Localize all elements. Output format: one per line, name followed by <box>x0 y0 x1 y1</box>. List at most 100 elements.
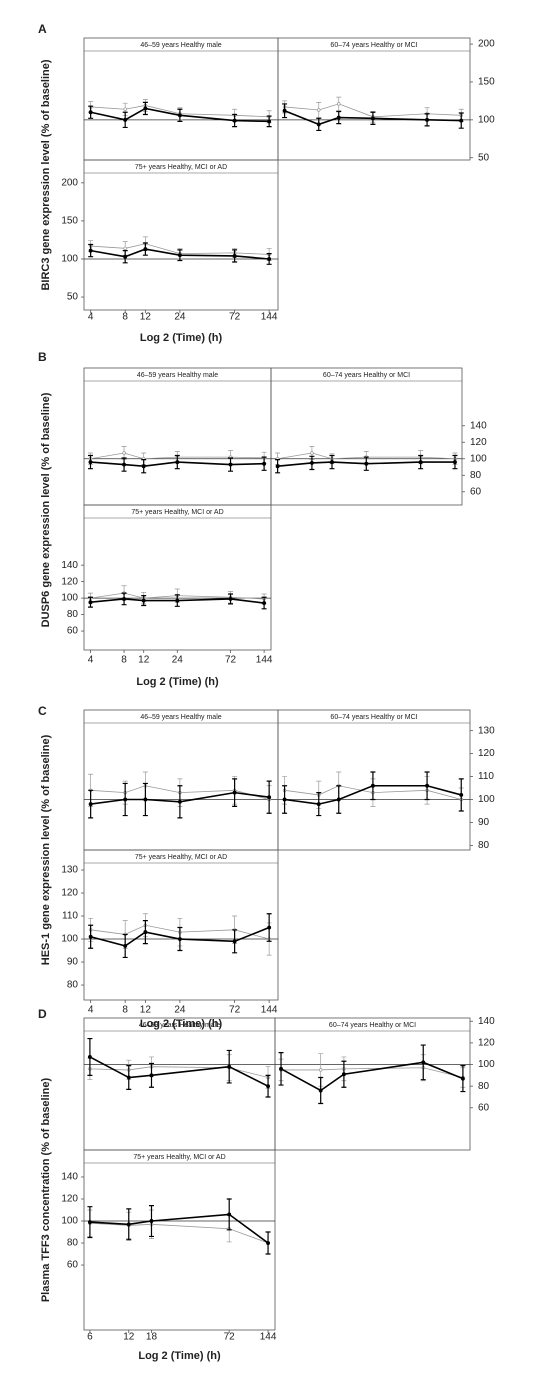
series-line <box>89 1056 269 1087</box>
y-tick-label: 120 <box>478 1038 495 1049</box>
data-point <box>175 460 180 465</box>
x-axis-label: Log 2 (Time) (h) <box>140 332 223 344</box>
data-point <box>88 460 93 465</box>
x-axis-label: Log 2 (Time) (h) <box>140 1018 223 1030</box>
panel-frame <box>83 709 279 851</box>
series-line <box>284 784 462 805</box>
data-point <box>87 1055 92 1059</box>
x-tick-label: 72 <box>225 655 237 666</box>
data-point <box>177 253 182 258</box>
panel-letter: C <box>38 704 47 718</box>
series-line <box>90 924 270 940</box>
panel-frame <box>274 1017 471 1151</box>
y-tick-label: 150 <box>61 216 78 227</box>
data-point <box>232 939 237 944</box>
x-tick-label: 8 <box>121 655 127 666</box>
series-line <box>281 1067 464 1078</box>
data-point <box>232 253 237 258</box>
x-tick-label: 72 <box>224 1332 236 1343</box>
data-point <box>123 943 128 948</box>
x-tick-label: 8 <box>122 1005 128 1016</box>
x-tick-label: 144 <box>256 655 273 666</box>
y-tick-label: 80 <box>478 1081 490 1092</box>
x-tick-label: 144 <box>260 1332 277 1343</box>
data-point <box>123 117 128 122</box>
data-point <box>425 783 430 788</box>
panel-title: 46–59 years Healthy male <box>139 1022 220 1029</box>
data-point <box>126 1222 131 1227</box>
series-line <box>90 598 265 604</box>
panel-letter: B <box>38 350 47 364</box>
data-point <box>341 1072 346 1077</box>
data-point <box>460 1076 465 1081</box>
data-point <box>459 118 464 123</box>
data-point <box>318 1088 323 1093</box>
y-axis-label: BIRC3 gene expression level (% of baseli… <box>40 59 52 290</box>
y-tick-label: 80 <box>478 840 490 851</box>
data-point <box>141 598 146 603</box>
data-point <box>309 460 314 465</box>
series-line <box>89 1222 269 1244</box>
y-tick-label: 140 <box>61 1172 78 1183</box>
y-tick-label: 100 <box>478 114 495 125</box>
x-axis-label: Log 2 (Time) (h) <box>136 676 219 688</box>
data-point <box>177 937 182 941</box>
data-point <box>262 461 267 466</box>
x-tick-label: 12 <box>140 1005 152 1016</box>
data-point <box>143 797 148 802</box>
panel-frame <box>277 709 471 851</box>
data-point <box>123 254 128 259</box>
data-point <box>262 601 267 605</box>
data-point <box>143 106 148 111</box>
x-tick-label: 12 <box>140 312 152 323</box>
y-tick-label: 120 <box>61 576 78 587</box>
x-tick-label: 6 <box>87 1332 93 1343</box>
data-point <box>318 1068 323 1072</box>
y-tick-label: 100 <box>61 593 78 604</box>
data-point <box>88 600 93 605</box>
data-point <box>316 802 321 807</box>
y-tick-label: 200 <box>61 177 78 188</box>
x-tick-label: 72 <box>229 1005 241 1016</box>
panel-letter: A <box>38 22 47 36</box>
panel-title: 60–74 years Healthy or MCI <box>330 42 417 49</box>
y-tick-label: 120 <box>470 437 487 448</box>
data-point <box>336 797 341 802</box>
data-point <box>232 118 237 123</box>
data-point <box>88 934 93 939</box>
x-tick-label: 24 <box>172 655 184 666</box>
series-line <box>90 452 265 460</box>
data-point <box>227 1064 232 1069</box>
x-axis-label: Log 2 (Time) (h) <box>138 1350 221 1362</box>
series-line <box>90 461 265 468</box>
data-point <box>126 1075 131 1080</box>
data-point <box>279 1066 283 1071</box>
data-point <box>282 797 287 802</box>
y-tick-label: 100 <box>478 794 495 805</box>
y-tick-label: 50 <box>478 152 490 163</box>
data-point <box>123 107 127 111</box>
y-tick-label: 90 <box>478 817 490 828</box>
series-line <box>280 1061 464 1092</box>
data-point <box>141 464 146 469</box>
y-tick-label: 60 <box>67 626 79 637</box>
panel-frame <box>83 367 272 506</box>
panel-frame <box>83 37 279 161</box>
panel-title: 75+ years Healthy, MCI or AD <box>135 164 227 171</box>
data-point <box>149 1219 154 1223</box>
y-tick-label: 60 <box>478 1102 490 1113</box>
data-point <box>177 799 182 804</box>
data-point <box>122 462 127 467</box>
data-point <box>418 460 423 465</box>
panel-title: 46–59 years Healthy male <box>140 714 221 721</box>
data-point <box>232 790 237 795</box>
data-point <box>267 795 272 800</box>
y-tick-label: 130 <box>478 725 495 736</box>
data-point <box>316 122 321 127</box>
x-tick-label: 4 <box>88 655 94 666</box>
series-line <box>277 452 455 460</box>
panel-title: 60–74 years Healthy or MCI <box>330 714 417 721</box>
y-tick-label: 150 <box>478 77 495 88</box>
data-point <box>336 102 341 106</box>
y-tick-label: 80 <box>67 609 79 620</box>
